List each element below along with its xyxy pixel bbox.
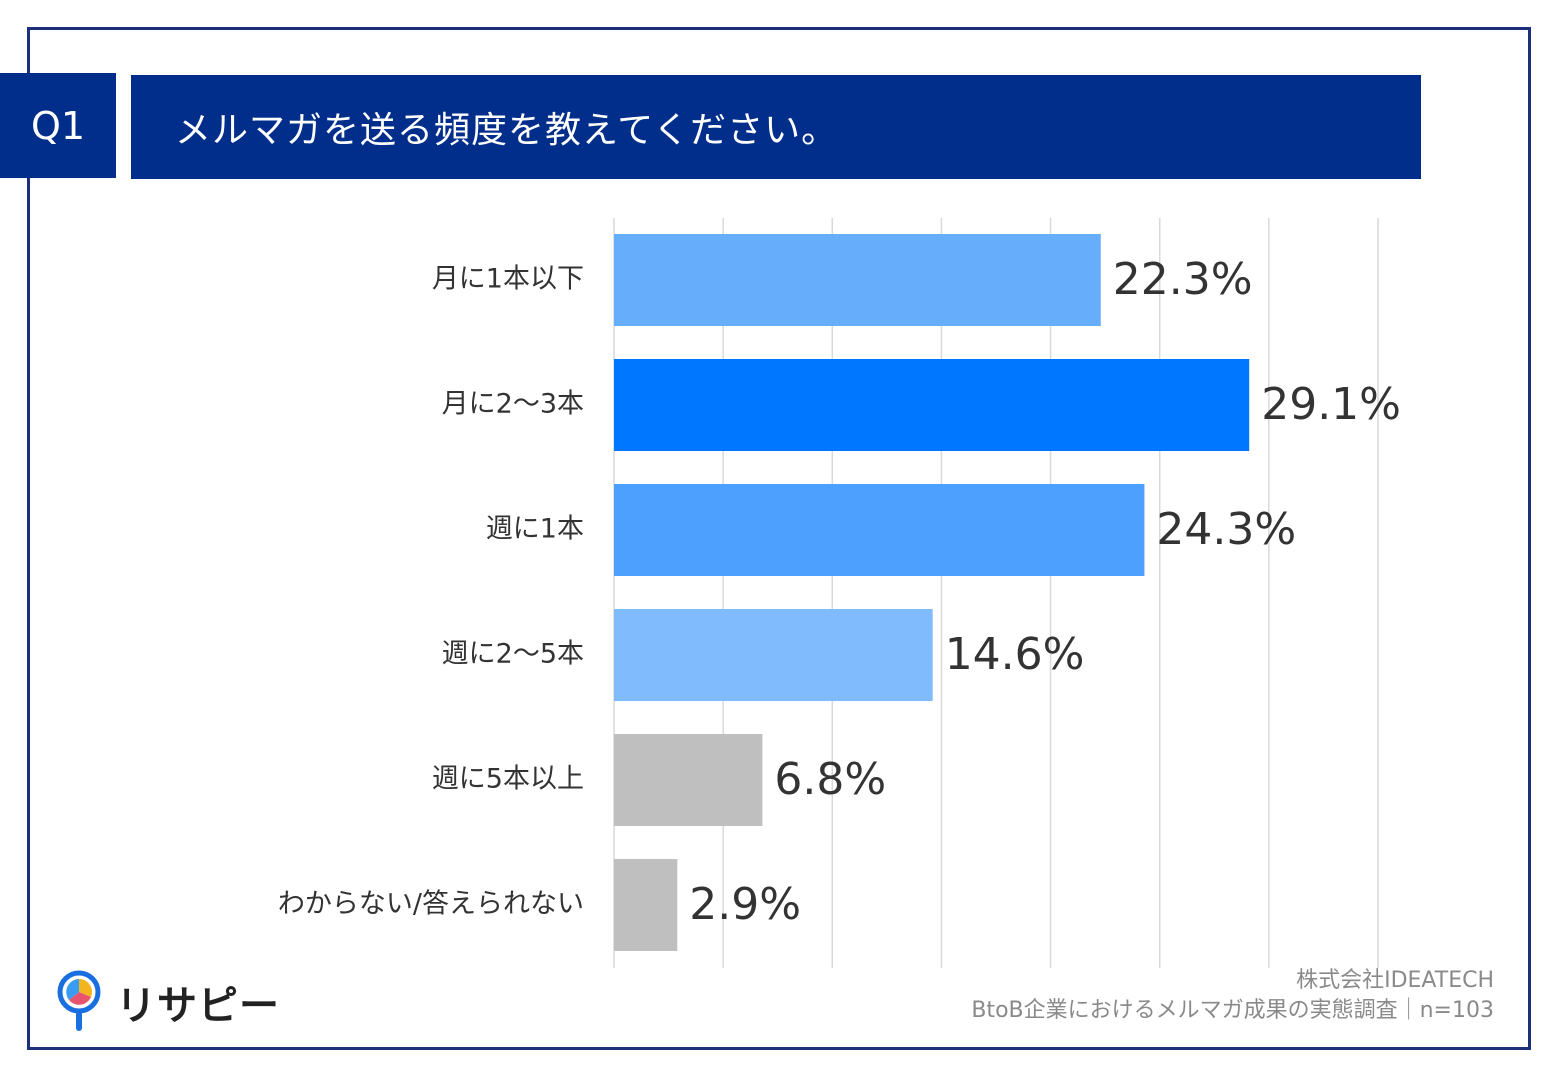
question-title: メルマガを送る頻度を教えてください。: [131, 75, 1421, 179]
bar: [614, 234, 1101, 326]
question-badge: Q1: [0, 73, 116, 178]
bar: [614, 859, 678, 951]
survey-name: BtoB企業におけるメルマガ成果の実態調査｜n=103: [971, 998, 1494, 1023]
source-credit: 株式会社IDEATECH BtoB企業におけるメルマガ成果の実態調査｜n=103: [971, 966, 1494, 1026]
value-label: 2.9%: [689, 879, 801, 930]
category-label: 週に1本: [486, 514, 584, 545]
chart-frame: [27, 27, 1531, 1050]
company-name: 株式会社IDEATECH: [1296, 968, 1494, 993]
logo-text: リサピー: [116, 983, 280, 1029]
brand-logo: リサピー: [56, 970, 280, 1034]
value-label: 14.6%: [945, 629, 1085, 680]
category-label: 週に5本以上: [432, 764, 584, 795]
value-label: 29.1%: [1261, 379, 1401, 430]
value-label: 6.8%: [774, 754, 886, 805]
category-label: 月に2〜3本: [442, 389, 584, 420]
bar: [614, 609, 933, 701]
value-label: 22.3%: [1113, 254, 1253, 305]
category-label: わからない/答えられない: [278, 889, 584, 920]
bar: [614, 359, 1250, 451]
logo-pin-icon: [57, 970, 101, 1031]
category-label: 月に1本以下: [432, 264, 584, 295]
bar: [614, 484, 1145, 576]
bar: [614, 734, 763, 826]
category-label: 週に2〜5本: [442, 639, 584, 670]
value-label: 24.3%: [1156, 504, 1296, 555]
